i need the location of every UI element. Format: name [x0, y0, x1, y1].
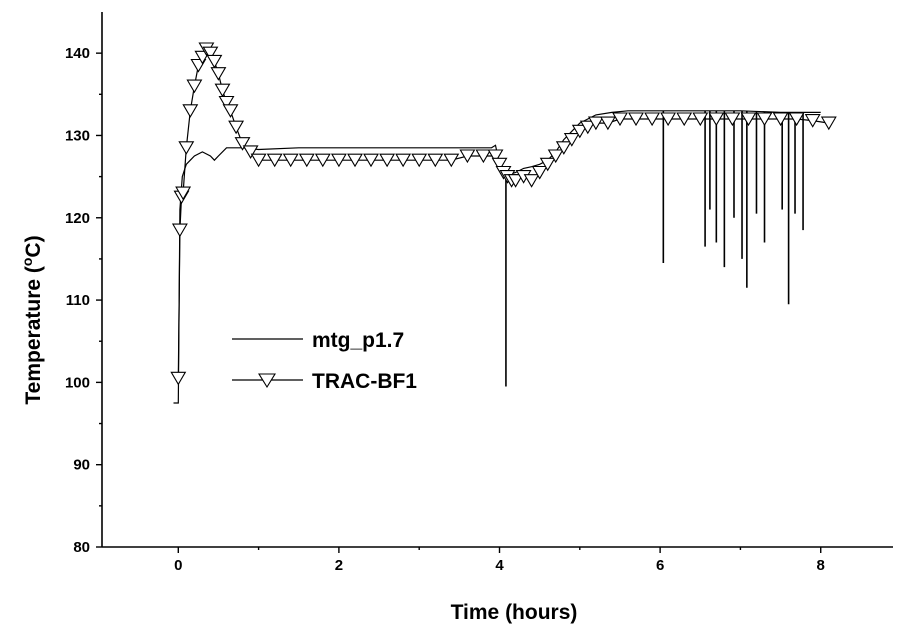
legend-label-mtg: mtg_p1.7: [312, 329, 404, 352]
y-tick-label: 100: [65, 374, 90, 391]
y-tick-label: 140: [65, 45, 90, 62]
data-point-marker: [186, 79, 203, 94]
y-axis-title: Temperature (oC): [19, 235, 45, 404]
data-point-marker: [182, 104, 199, 118]
data-point-marker: [222, 104, 239, 118]
series-layer: [170, 42, 837, 404]
y-tick-label: 90: [73, 457, 90, 474]
y-axis-title-text: Temperature (: [22, 266, 45, 404]
data-point-marker: [491, 157, 508, 172]
series-line-trac: [177, 47, 829, 379]
y-tick-label: 130: [65, 127, 90, 144]
legend-label-trac: TRAC-BF1: [312, 370, 417, 393]
data-point-marker: [756, 112, 773, 127]
data-point-marker: [563, 133, 580, 147]
data-point-marker: [587, 116, 604, 131]
legend-marker-trac: [258, 373, 276, 389]
data-point-marker: [579, 120, 596, 135]
axis-ticks: 0 2 4 6 8 80 90 100 110 120 130 140: [65, 45, 825, 574]
data-point-marker: [692, 112, 709, 127]
x-axis-title: Time (hours): [451, 601, 578, 624]
x-tick-label: 4: [495, 557, 504, 574]
data-point-marker: [788, 112, 805, 127]
x-tick-label: 6: [656, 557, 664, 574]
data-point-marker: [507, 174, 524, 188]
data-point-marker: [531, 165, 548, 180]
x-tick-label: 0: [174, 557, 182, 574]
legend: mtg_p1.7 TRAC-BF1: [232, 329, 417, 393]
y-axis-title-superscript: o: [19, 258, 35, 267]
data-point-marker: [178, 141, 195, 155]
data-point-marker: [242, 145, 259, 159]
data-point-marker: [547, 149, 564, 164]
data-point-marker: [298, 153, 315, 168]
data-point-marker: [644, 112, 661, 127]
x-tick-label: 2: [335, 557, 343, 574]
data-point-marker: [347, 153, 363, 168]
data-point-marker: [214, 83, 231, 98]
y-tick-label: 120: [65, 210, 90, 227]
data-point-marker: [487, 149, 504, 164]
data-point-marker: [772, 112, 789, 127]
data-point-marker: [379, 153, 396, 168]
data-point-marker: [175, 186, 192, 201]
y-tick-label: 110: [66, 292, 90, 309]
data-point-marker: [539, 157, 556, 172]
data-point-marker: [228, 120, 245, 135]
data-point-marker: [171, 223, 188, 238]
data-point-marker: [314, 153, 331, 168]
data-point-marker: [612, 112, 628, 127]
axes: [101, 12, 893, 548]
data-point-marker: [202, 46, 219, 61]
data-point-marker: [475, 149, 492, 164]
data-point-marker: [330, 153, 347, 168]
data-point-marker: [740, 112, 757, 127]
data-point-marker: [170, 371, 187, 386]
data-point-marker: [599, 116, 616, 131]
data-point-marker: [555, 141, 572, 155]
y-axis-title-unit: C): [22, 235, 45, 257]
data-point-marker: [820, 116, 837, 131]
data-point-marker: [411, 153, 428, 168]
y-tick-label: 80: [73, 539, 90, 556]
data-point-marker: [804, 114, 821, 128]
data-point-marker: [427, 153, 444, 168]
data-point-marker: [708, 112, 725, 127]
data-point-marker: [660, 112, 677, 127]
data-point-marker: [266, 153, 283, 168]
data-point-marker: [363, 153, 379, 168]
data-point-marker: [571, 124, 588, 139]
data-point-marker: [210, 67, 227, 81]
data-point-marker: [282, 153, 299, 168]
data-point-marker: [234, 137, 251, 151]
data-point-marker: [395, 153, 412, 168]
data-point-marker: [206, 54, 223, 69]
data-point-marker: [443, 153, 460, 168]
data-point-marker: [250, 153, 267, 168]
data-point-marker: [459, 149, 476, 164]
x-tick-label: 8: [817, 557, 825, 574]
data-point-marker: [724, 112, 741, 127]
data-point-marker: [523, 174, 540, 188]
data-point-marker: [628, 112, 644, 127]
data-point-marker: [218, 95, 235, 110]
data-point-marker: [676, 112, 693, 127]
